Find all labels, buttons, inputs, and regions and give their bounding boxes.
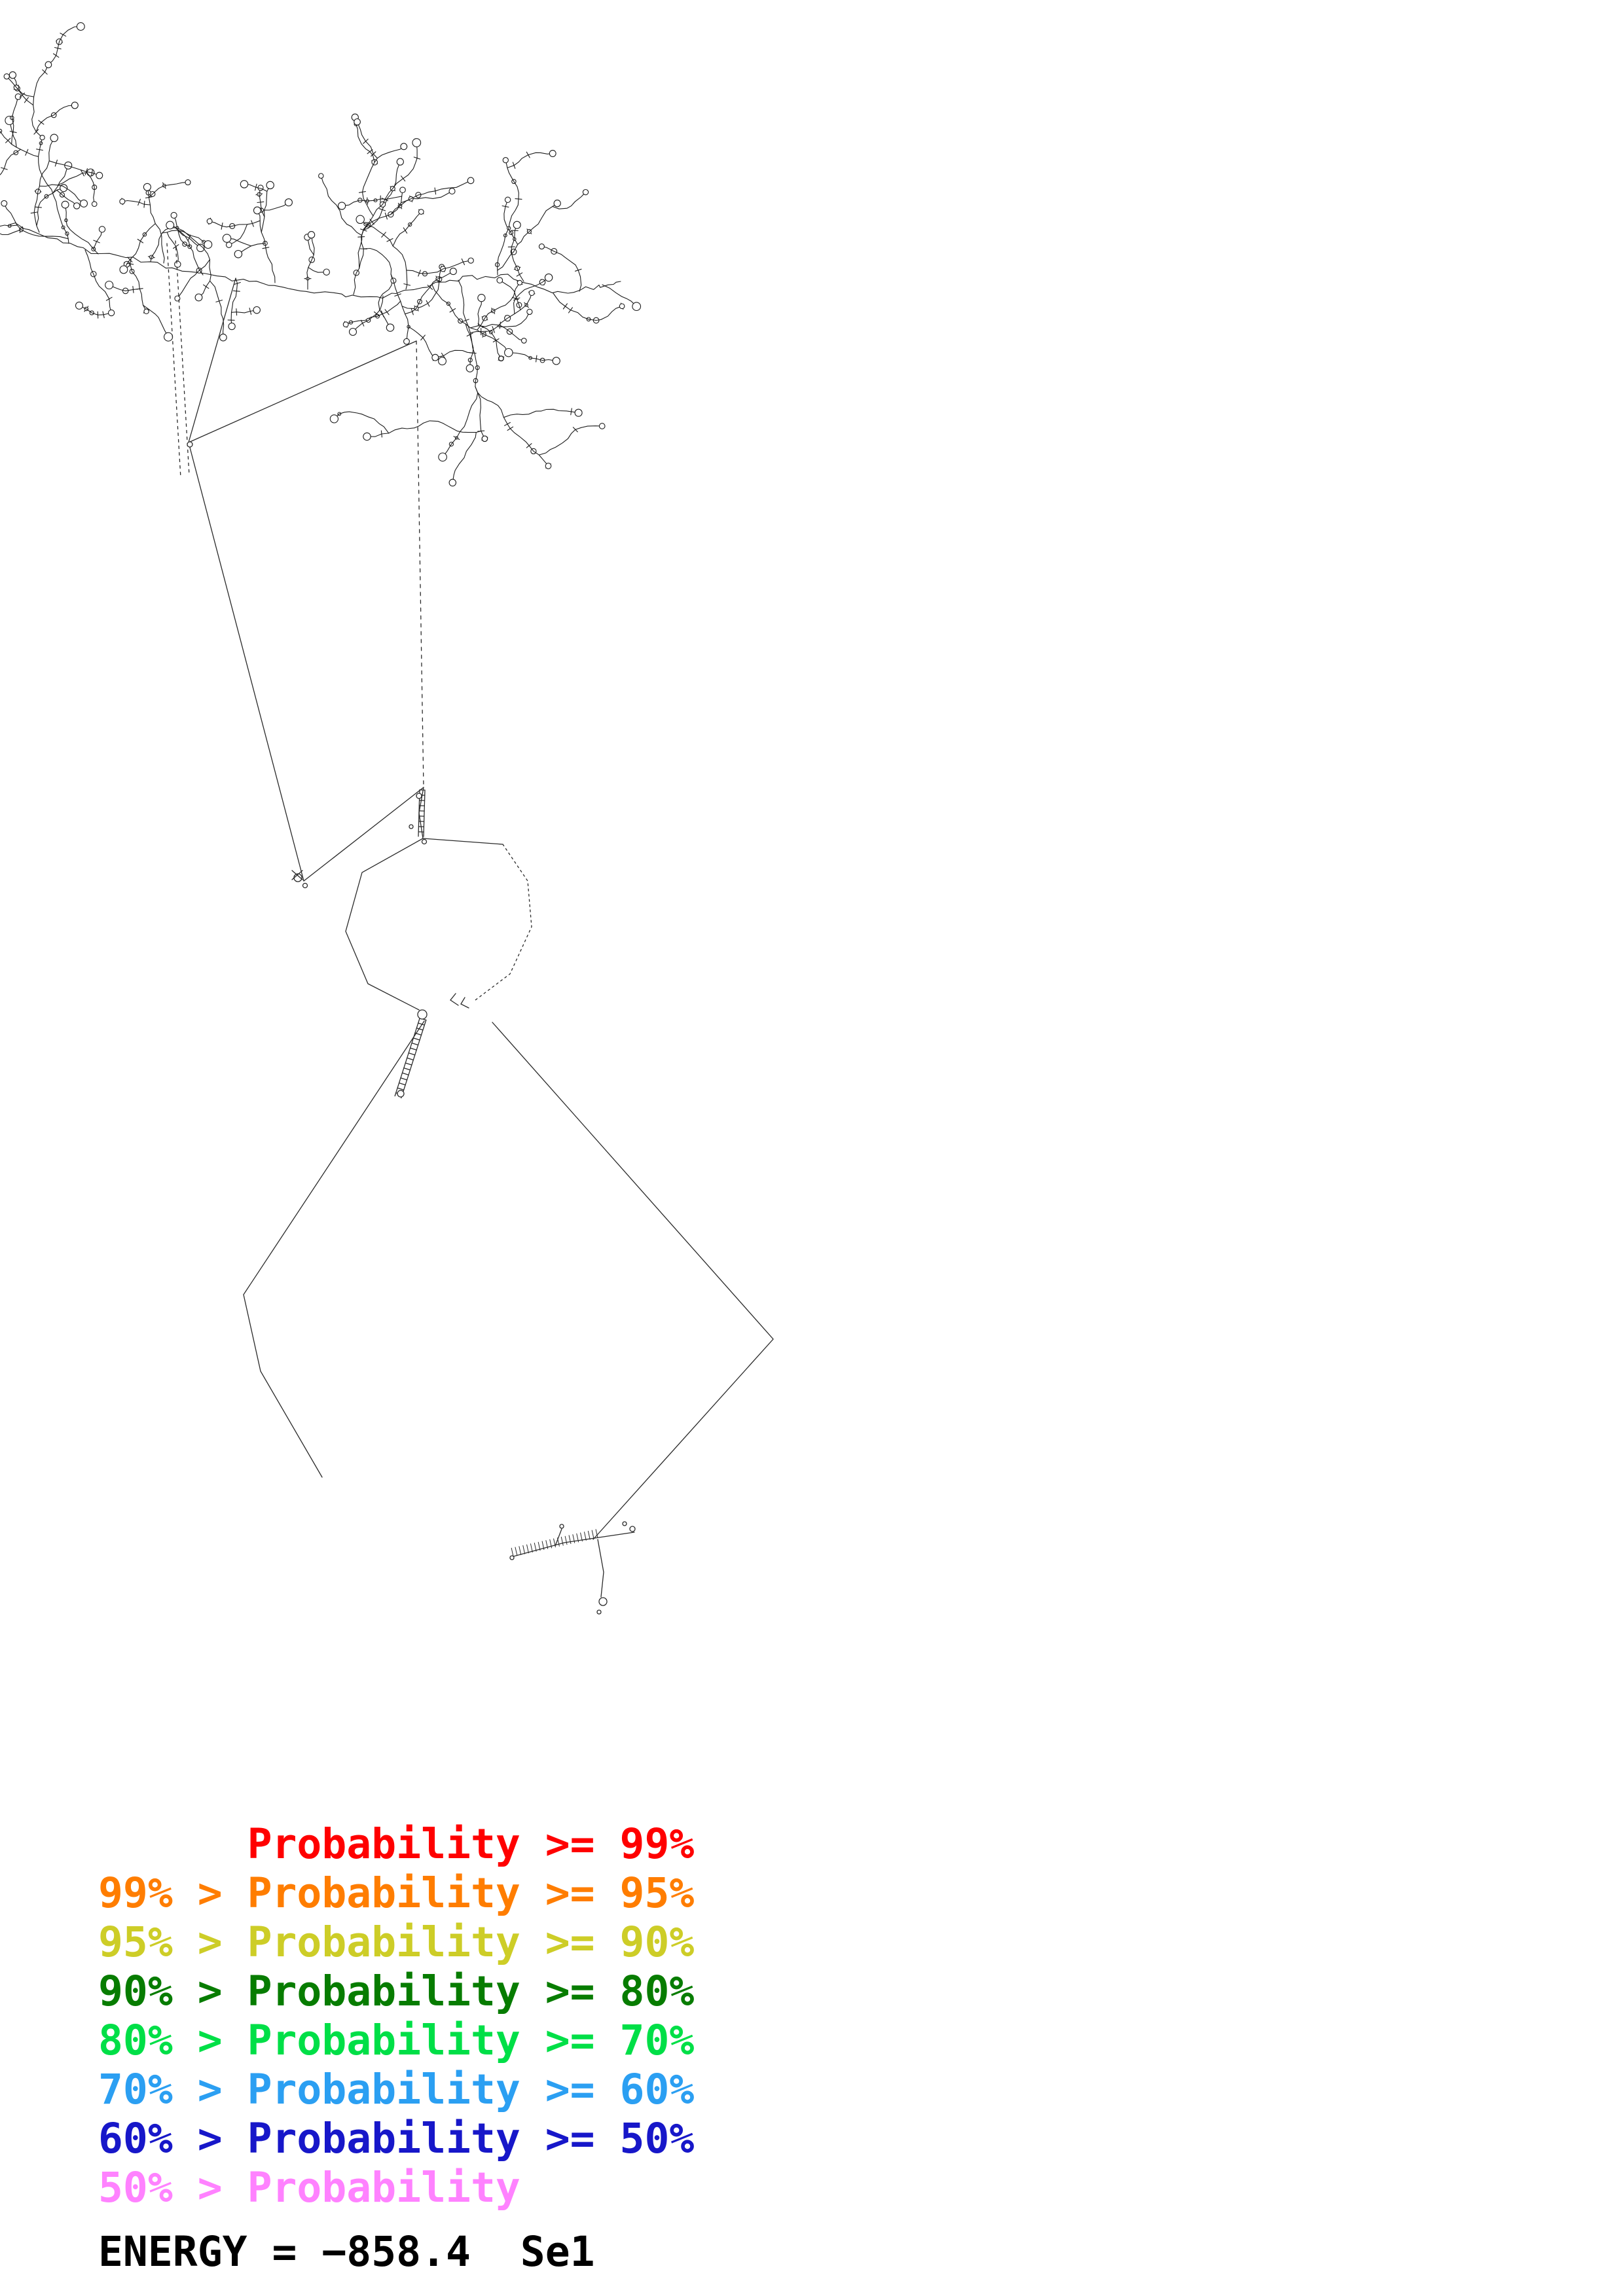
energy-label: ENERGY = −858.4 Se1	[98, 2228, 595, 2276]
structure-skeleton	[166, 240, 774, 1615]
legend-item-prob-ge-99: Probability >= 99%	[98, 1820, 695, 1868]
legend-item-prob-70-80: 80% > Probability >= 70%	[98, 2017, 695, 2064]
legend-item-prob-95-99: 99% > Probability >= 95%	[98, 1869, 695, 1917]
structure-branch-cluster	[0, 22, 642, 487]
legend-item-prob-lt-50: 50% > Probability	[98, 2164, 520, 2212]
legend-item-prob-50-60: 60% > Probability >= 50%	[98, 2115, 695, 2162]
legend-item-prob-60-70: 70% > Probability >= 60%	[98, 2066, 695, 2113]
legend-item-prob-90-95: 95% > Probability >= 90%	[98, 1918, 695, 1966]
legend-item-prob-80-90: 90% > Probability >= 80%	[98, 1967, 695, 2015]
probability-legend: Probability >= 99% 99% > Probability >= …	[98, 1820, 694, 2212]
